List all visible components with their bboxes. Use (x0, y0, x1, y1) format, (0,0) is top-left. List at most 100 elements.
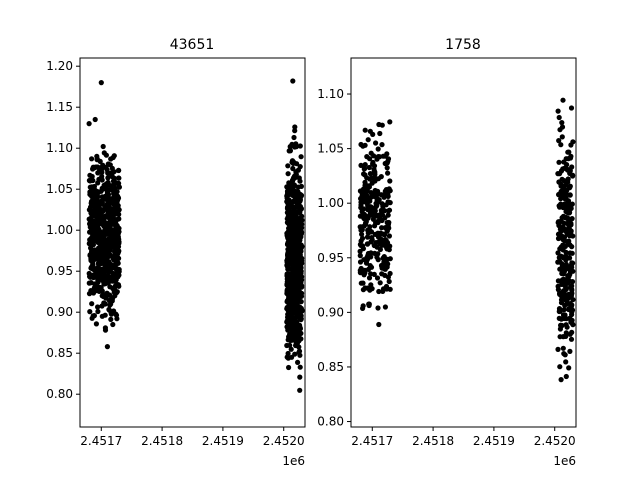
data-point (89, 263, 95, 269)
data-point (372, 175, 378, 181)
data-point (286, 199, 292, 205)
data-point (568, 229, 574, 235)
data-point (89, 156, 95, 162)
data-point (562, 266, 568, 273)
data-point (558, 182, 564, 188)
data-point (102, 252, 109, 258)
data-point (371, 166, 377, 172)
data-point (95, 304, 101, 310)
data-point (378, 230, 384, 236)
data-point (299, 221, 305, 227)
data-point (115, 260, 121, 266)
data-point (567, 264, 573, 270)
data-point (373, 140, 379, 146)
data-point (377, 130, 383, 137)
x-tick-label: 2.4520 (534, 434, 576, 448)
data-point (372, 223, 378, 229)
data-point (386, 278, 392, 285)
data-point (93, 321, 99, 327)
data-point (363, 219, 369, 225)
data-point (102, 327, 109, 333)
data-point (558, 377, 564, 383)
data-point (112, 241, 118, 247)
data-point (288, 346, 294, 352)
data-point (101, 196, 108, 202)
data-point (371, 271, 377, 277)
data-point (386, 207, 393, 213)
data-point (110, 211, 116, 218)
data-point (361, 199, 368, 205)
data-point (360, 303, 366, 309)
y-tick-label: 1.10 (317, 87, 344, 101)
data-point (387, 270, 393, 277)
data-point (559, 270, 565, 277)
data-point (112, 293, 118, 299)
data-point (88, 280, 94, 286)
data-point (375, 199, 381, 205)
data-point (558, 201, 564, 207)
data-point (558, 244, 564, 250)
data-point (568, 222, 574, 228)
data-point (110, 255, 116, 261)
data-point (370, 159, 376, 165)
data-point (568, 336, 575, 342)
data-point (289, 233, 295, 239)
data-point (108, 311, 114, 317)
data-point (358, 141, 364, 148)
data-point (114, 270, 120, 276)
data-point (294, 217, 300, 223)
data-point (568, 293, 575, 299)
data-point (561, 159, 567, 165)
data-point (299, 255, 305, 261)
data-point (94, 251, 100, 257)
data-point (103, 152, 109, 158)
data-point (289, 327, 295, 333)
data-point (362, 182, 368, 189)
data-point (379, 265, 385, 271)
data-point (115, 194, 121, 200)
data-point (569, 164, 575, 170)
data-point (564, 280, 570, 286)
data-point (379, 271, 385, 277)
data-point (560, 345, 566, 351)
data-point (284, 219, 290, 226)
data-point (88, 198, 95, 205)
data-point (558, 196, 564, 202)
data-point (557, 259, 563, 265)
data-point (99, 169, 105, 175)
data-point (383, 202, 389, 208)
data-point (98, 269, 104, 276)
data-point (559, 322, 565, 329)
data-point (387, 119, 393, 125)
data-point (371, 212, 377, 218)
data-point (88, 226, 95, 232)
data-point (363, 260, 370, 266)
data-point (358, 162, 364, 168)
data-point (114, 236, 120, 242)
x-offset-label: 1e6 (282, 454, 305, 468)
data-point (368, 190, 374, 196)
data-point (297, 364, 303, 370)
data-point (367, 128, 373, 134)
data-point (90, 177, 96, 184)
data-point (112, 283, 118, 289)
data-point (95, 308, 101, 315)
data-point (105, 175, 111, 181)
data-point (375, 257, 381, 263)
data-point (289, 238, 295, 244)
data-point (367, 156, 373, 162)
data-point (569, 244, 575, 250)
data-point (562, 238, 568, 244)
data-point (296, 349, 302, 355)
data-point (292, 255, 298, 261)
data-point (287, 331, 293, 337)
data-point (378, 174, 384, 180)
data-point (112, 179, 118, 185)
data-point (570, 172, 576, 178)
data-point (567, 209, 573, 216)
data-point (105, 179, 111, 186)
data-point (285, 163, 291, 169)
data-point (385, 170, 391, 176)
data-point (100, 208, 106, 215)
